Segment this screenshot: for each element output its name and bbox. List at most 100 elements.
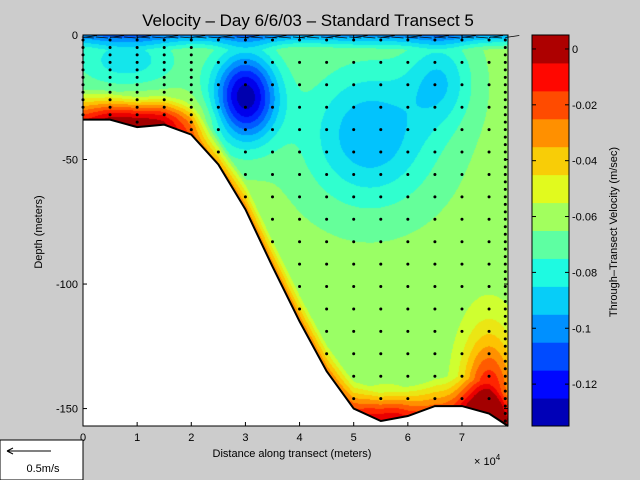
sample-point bbox=[135, 113, 139, 117]
sample-point bbox=[298, 262, 302, 266]
sample-point bbox=[379, 307, 383, 311]
sample-profile bbox=[433, 35, 449, 401]
sample-point bbox=[135, 83, 139, 87]
sample-point bbox=[216, 38, 220, 42]
sample-point bbox=[503, 172, 507, 176]
sample-point bbox=[352, 307, 356, 311]
sample-point bbox=[189, 45, 193, 49]
sample-point bbox=[406, 352, 410, 356]
sample-point bbox=[503, 322, 507, 326]
sample-point bbox=[352, 150, 356, 154]
surface-velocity-arrow bbox=[166, 36, 179, 39]
sample-profile bbox=[189, 35, 206, 132]
surface-velocity-arrow bbox=[138, 36, 151, 39]
sample-point bbox=[162, 113, 166, 117]
sample-point bbox=[189, 75, 193, 79]
colorbar-band bbox=[532, 286, 569, 315]
bottom-profile-line bbox=[83, 118, 509, 427]
colorbar-tick-label: -0.1 bbox=[572, 323, 591, 335]
sample-point bbox=[108, 105, 112, 109]
sample-point bbox=[108, 113, 112, 117]
colorbar-band bbox=[532, 35, 569, 64]
sample-point bbox=[162, 68, 166, 72]
surface-velocity-arrow bbox=[292, 36, 306, 39]
sample-point bbox=[460, 60, 464, 64]
sample-point bbox=[298, 172, 302, 176]
sample-point bbox=[503, 352, 507, 356]
sample-point bbox=[298, 307, 302, 311]
surface-velocity-arrow bbox=[419, 36, 432, 39]
sample-point bbox=[379, 105, 383, 109]
sample-point bbox=[162, 75, 166, 79]
sample-point bbox=[503, 180, 507, 184]
sample-point bbox=[433, 307, 437, 311]
surface-velocity-arrow bbox=[272, 35, 287, 38]
sample-point bbox=[108, 75, 112, 79]
surface-velocity-arrow bbox=[180, 36, 193, 39]
sample-point bbox=[503, 247, 507, 251]
sample-point bbox=[487, 38, 491, 42]
x-tick-label: 6 bbox=[405, 432, 411, 444]
sample-point bbox=[503, 143, 507, 147]
surface-velocity-arrow bbox=[490, 36, 503, 39]
sample-point bbox=[460, 374, 464, 378]
sample-point bbox=[503, 150, 507, 154]
sample-point bbox=[352, 352, 356, 356]
sample-point bbox=[433, 240, 437, 244]
sample-point bbox=[325, 105, 329, 109]
sample-point bbox=[406, 240, 410, 244]
sample-point bbox=[406, 60, 410, 64]
x-multiplier: × 104 bbox=[474, 453, 501, 468]
colorbar-tick-label: -0.12 bbox=[572, 379, 597, 391]
sample-point bbox=[108, 83, 112, 87]
sample-profile bbox=[379, 35, 395, 401]
colorbar-tick-label: 0 bbox=[572, 44, 578, 56]
sample-point bbox=[503, 202, 507, 206]
sample-point bbox=[503, 195, 507, 199]
colorbar-band bbox=[532, 342, 569, 371]
sample-point bbox=[162, 53, 166, 57]
sample-point bbox=[325, 307, 329, 311]
sample-point bbox=[379, 262, 383, 266]
sample-point bbox=[433, 329, 437, 333]
surface-velocity-arrow bbox=[95, 36, 108, 39]
sample-point bbox=[503, 187, 507, 191]
sample-point bbox=[325, 172, 329, 176]
sample-point bbox=[460, 285, 464, 289]
sample-point bbox=[162, 105, 166, 109]
sample-point bbox=[433, 105, 437, 109]
sample-point bbox=[379, 83, 383, 87]
sample-profile bbox=[460, 35, 477, 401]
sample-point bbox=[503, 128, 507, 132]
sample-point bbox=[503, 419, 507, 423]
colorbar-band bbox=[532, 398, 569, 427]
sample-point bbox=[503, 374, 507, 378]
x-tick-label: 1 bbox=[134, 432, 140, 444]
sample-point bbox=[460, 217, 464, 221]
sample-profile bbox=[108, 35, 125, 117]
x-tick-label: 0 bbox=[80, 432, 86, 444]
colorbar-band bbox=[532, 258, 569, 287]
surface-velocity-arrow bbox=[278, 36, 291, 39]
surface-velocity-arrow bbox=[349, 36, 362, 39]
sample-point bbox=[503, 344, 507, 348]
sample-point bbox=[216, 105, 220, 109]
x-tick-label: 3 bbox=[242, 432, 248, 444]
sample-point bbox=[189, 120, 193, 124]
sample-point bbox=[503, 367, 507, 371]
sample-point bbox=[503, 210, 507, 214]
surface-velocity-arrow bbox=[433, 36, 446, 39]
x-axis-label: Distance along transect (meters) bbox=[213, 448, 372, 460]
sample-point bbox=[433, 38, 437, 42]
sample-point bbox=[270, 128, 274, 132]
sample-point bbox=[243, 128, 247, 132]
colorbar-band bbox=[532, 174, 569, 204]
sample-point bbox=[189, 38, 193, 42]
sample-point bbox=[406, 150, 410, 154]
sample-point bbox=[487, 397, 491, 401]
surface-velocity-arrow bbox=[194, 36, 207, 39]
sample-point bbox=[135, 120, 139, 124]
sample-point bbox=[503, 329, 507, 333]
surface-velocity-arrow bbox=[363, 36, 376, 39]
sample-point bbox=[325, 329, 329, 333]
